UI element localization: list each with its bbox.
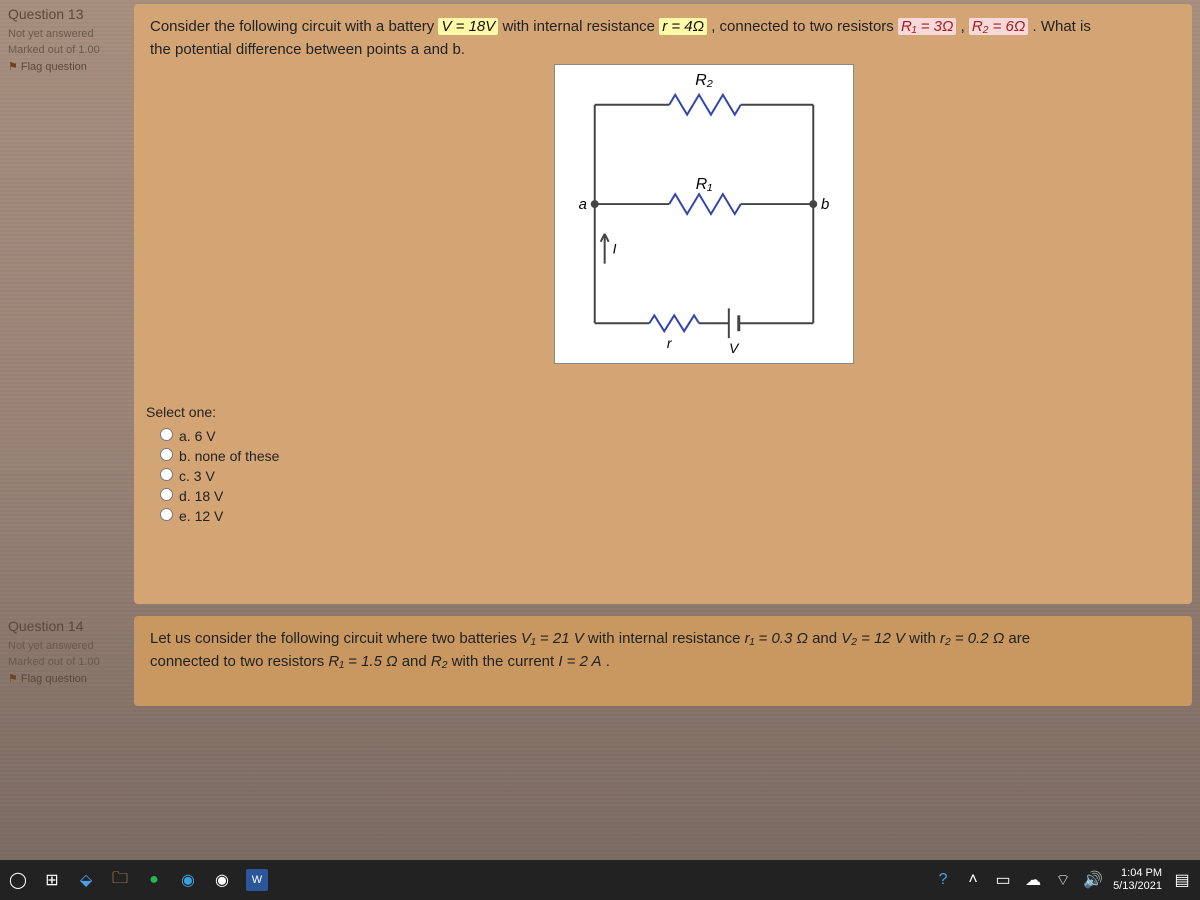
q13-radio-d[interactable] bbox=[160, 488, 173, 501]
q13-prompt-line2: the potential difference between points … bbox=[150, 39, 1176, 62]
circuit-a-label: a bbox=[579, 197, 587, 213]
battery-icon[interactable]: ▭ bbox=[993, 870, 1013, 890]
q13-status-answered: Not yet answered bbox=[8, 28, 122, 40]
word-icon[interactable]: W bbox=[246, 869, 268, 891]
chrome-icon[interactable]: ◉ bbox=[212, 870, 232, 890]
q13-R2-highlight: R₂ = 6Ω bbox=[969, 18, 1028, 35]
q13-R1-highlight: R₁ = 3Ω bbox=[898, 18, 956, 35]
q13-V-highlight: V = 18V bbox=[438, 18, 498, 35]
spotify-icon[interactable]: ● bbox=[144, 870, 164, 890]
question-13: Question 13 Not yet answered Marked out … bbox=[0, 0, 1200, 612]
q13-body: Consider the following circuit with a ba… bbox=[134, 4, 1192, 604]
q13-option-a[interactable]: a. 6 V bbox=[160, 428, 279, 444]
circuit-diagram: R₂ R₁ a b I r V bbox=[554, 64, 854, 364]
q13-flag-link[interactable]: Flag question bbox=[8, 60, 122, 73]
q14-line1: Let us consider the following circuit wh… bbox=[150, 628, 1176, 651]
q13-option-b[interactable]: b. none of these bbox=[160, 448, 279, 464]
q13-option-e[interactable]: e. 12 V bbox=[160, 508, 279, 524]
q13-radio-c[interactable] bbox=[160, 468, 173, 481]
q13-status-marks: Marked out of 1.00 bbox=[8, 44, 122, 56]
q13-number: Question 13 bbox=[8, 6, 122, 22]
circuit-V-label: V bbox=[729, 340, 740, 356]
q14-line2: connected to two resistors R₁ = 1.5 Ω an… bbox=[150, 651, 1176, 674]
chevron-up-icon[interactable]: ˄ bbox=[963, 870, 983, 890]
circuit-R1-label: R₁ bbox=[696, 176, 712, 193]
taskbar-time: 1:04 PM bbox=[1113, 867, 1162, 880]
q13-prompt-line1: Consider the following circuit with a ba… bbox=[150, 16, 1176, 39]
q13-radio-b[interactable] bbox=[160, 448, 173, 461]
circuit-I-label: I bbox=[613, 241, 617, 257]
q14-flag-link[interactable]: Flag question bbox=[8, 672, 122, 685]
start-icon[interactable]: ◯ bbox=[8, 870, 28, 890]
q14-status-answered: Not yet answered bbox=[8, 640, 122, 652]
question-14: Question 14 Not yet answered Marked out … bbox=[0, 612, 1200, 714]
help-tray-icon[interactable]: ? bbox=[933, 870, 953, 890]
q13-answers: Select one: a. 6 V b. none of these c. 3… bbox=[146, 404, 279, 528]
q13-sidebar: Question 13 Not yet answered Marked out … bbox=[0, 0, 130, 612]
q13-radio-a[interactable] bbox=[160, 428, 173, 441]
q13-option-c[interactable]: c. 3 V bbox=[160, 468, 279, 484]
taskbar-date: 5/13/2021 bbox=[1113, 880, 1162, 893]
q13-radio-e[interactable] bbox=[160, 508, 173, 521]
circuit-b-label: b bbox=[821, 197, 829, 213]
circuit-r-label: r bbox=[667, 335, 673, 351]
taskbar: ◯ ⊞ ⬙ 🗀 ● ◉ ◉ W ? ˄ ▭ ☁ ⌔ 🔊 1:04 PM 5/13… bbox=[0, 860, 1200, 900]
file-explorer-icon[interactable]: 🗀 bbox=[110, 870, 130, 890]
wifi-icon[interactable]: ⌔ bbox=[1053, 870, 1073, 890]
q14-sidebar: Question 14 Not yet answered Marked out … bbox=[0, 612, 130, 714]
dropbox-icon[interactable]: ⬙ bbox=[76, 870, 96, 890]
notifications-icon[interactable]: ▤ bbox=[1172, 870, 1192, 890]
taskbar-left: ◯ ⊞ ⬙ 🗀 ● ◉ ◉ W bbox=[8, 869, 268, 891]
q14-number: Question 14 bbox=[8, 618, 122, 634]
q13-option-d[interactable]: d. 18 V bbox=[160, 488, 279, 504]
q13-select-one: Select one: bbox=[146, 404, 279, 420]
q13-r-highlight: r = 4Ω bbox=[659, 18, 707, 35]
sound-icon[interactable]: 🔊 bbox=[1083, 870, 1103, 890]
taskbar-right: ? ˄ ▭ ☁ ⌔ 🔊 1:04 PM 5/13/2021 ▤ bbox=[933, 867, 1192, 893]
q14-status-marks: Marked out of 1.00 bbox=[8, 656, 122, 668]
cloud-icon[interactable]: ☁ bbox=[1023, 870, 1043, 890]
taskbar-clock[interactable]: 1:04 PM 5/13/2021 bbox=[1113, 867, 1162, 893]
taskview-icon[interactable]: ⊞ bbox=[42, 870, 62, 890]
edge-icon[interactable]: ◉ bbox=[178, 870, 198, 890]
q14-body: Let us consider the following circuit wh… bbox=[134, 616, 1192, 706]
circuit-R2-label: R₂ bbox=[695, 72, 713, 89]
